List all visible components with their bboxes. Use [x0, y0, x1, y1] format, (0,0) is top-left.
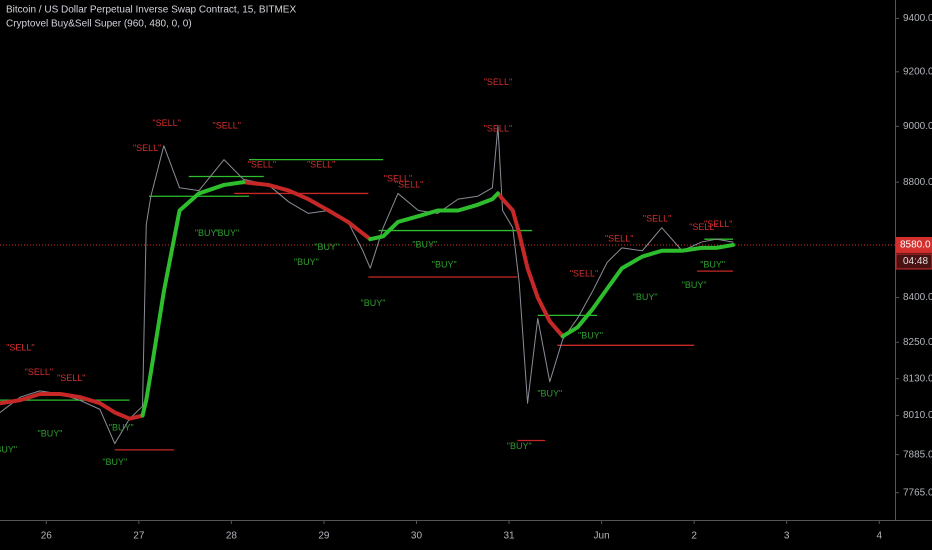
signal-label: "SELL" [484, 123, 512, 133]
signal-label: "SELL" [248, 160, 276, 170]
x-tick-label: Jun [594, 531, 610, 542]
signal-label: "BUY" [537, 388, 562, 398]
signal-label: "SELL" [570, 268, 598, 278]
x-tick-label: 3 [784, 531, 790, 542]
signal-label: "SELL" [307, 160, 335, 170]
x-tick-label: 2 [691, 531, 697, 542]
countdown-label: 04:48 [903, 256, 928, 267]
signal-label: "SELL" [605, 234, 633, 244]
y-tick-label: 9000.0 [903, 121, 932, 132]
signal-label: "BUY" [38, 429, 63, 439]
x-tick-label: 31 [503, 531, 515, 542]
signal-label: "BUY" [633, 292, 658, 302]
y-tick-label: 7765.0 [903, 487, 932, 498]
signal-label: "SELL" [484, 77, 512, 87]
signal-label: "SELL" [6, 343, 34, 353]
signal-label: "BUY" [109, 422, 134, 432]
signal-label: "SELL" [643, 213, 671, 223]
x-tick-label: 28 [226, 531, 238, 542]
moving-average-line [0, 180, 565, 421]
signal-label: "BUY" [682, 280, 707, 290]
signal-label: "SELL" [57, 373, 85, 383]
signal-label: "BUY" [507, 441, 532, 451]
signal-label: "SELL" [25, 367, 53, 377]
signal-label: "SELL" [133, 143, 161, 153]
moving-average-line [140, 180, 736, 418]
signal-label: "BUY" [102, 457, 127, 467]
signal-label: "SELL" [152, 118, 180, 128]
signal-label: "BUY" [412, 239, 437, 249]
price-line [0, 125, 734, 445]
y-tick-label: 7885.0 [903, 449, 932, 460]
x-tick-label: 30 [411, 531, 423, 542]
y-tick-label: 9400.0 [903, 13, 932, 24]
signal-label: "BUY" [214, 228, 239, 238]
signal-label: "BUY" [0, 444, 17, 454]
x-tick-label: 29 [318, 531, 330, 542]
signal-label: "BUY" [578, 331, 603, 341]
x-tick-label: 4 [876, 531, 882, 542]
y-tick-label: 8010.0 [903, 410, 932, 421]
chart-subtitle: Cryptovel Buy&Sell Super (960, 480, 0, 0… [6, 19, 192, 30]
signal-label: "SELL" [395, 179, 423, 189]
signal-label: "BUY" [700, 260, 725, 270]
chart-title: Bitcoin / US Dollar Perpetual Inverse Sw… [6, 5, 296, 16]
last-price-box [896, 236, 932, 253]
last-price-label: 8580.0 [900, 240, 931, 251]
x-tick-label: 26 [41, 531, 53, 542]
signal-label: "BUY" [195, 228, 220, 238]
signal-label: "BUY" [432, 260, 457, 270]
y-tick-label: 8130.0 [903, 373, 932, 384]
signal-label: "SELL" [704, 219, 732, 229]
y-tick-label: 8400.0 [903, 292, 932, 303]
x-tick-label: 27 [133, 531, 145, 542]
signal-label: "SELL" [384, 174, 412, 184]
signal-label: "SELL" [689, 222, 717, 232]
signal-label: "SELL" [213, 121, 241, 131]
y-tick-label: 8250.0 [903, 337, 932, 348]
countdown-box [895, 253, 932, 270]
y-tick-label: 8800.0 [903, 177, 932, 188]
signal-label: "BUY" [314, 242, 339, 252]
signal-label: "BUY" [361, 298, 386, 308]
y-tick-label: 9200.0 [903, 66, 932, 77]
signal-label: "BUY" [294, 257, 319, 267]
